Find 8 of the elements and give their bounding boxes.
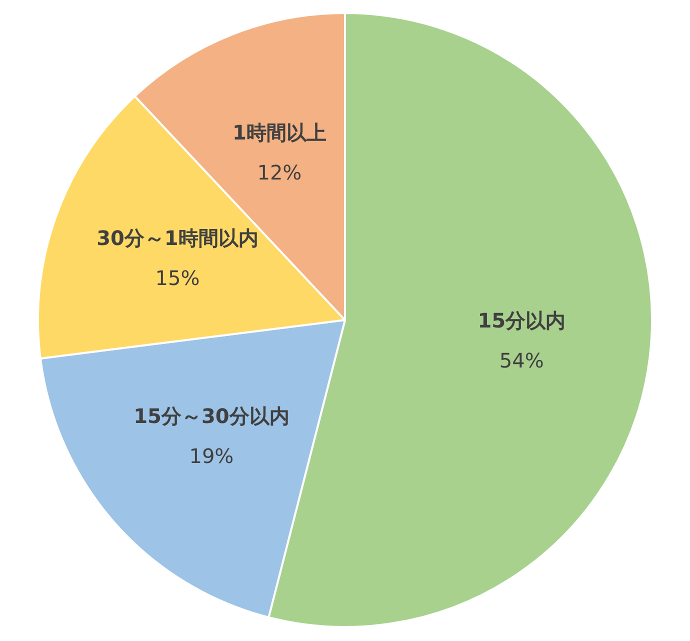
data-label: 54% [499, 348, 544, 373]
slice-label: 30分～1時間以内 [96, 226, 258, 250]
slice-label: 15分以内 [478, 308, 566, 333]
data-label: 15% [155, 266, 200, 290]
slice-label: 15分～30分以内 [134, 404, 290, 428]
data-label: 12% [257, 160, 302, 185]
slice-label: 1時間以上 [232, 120, 326, 145]
data-label: 19% [189, 444, 234, 468]
